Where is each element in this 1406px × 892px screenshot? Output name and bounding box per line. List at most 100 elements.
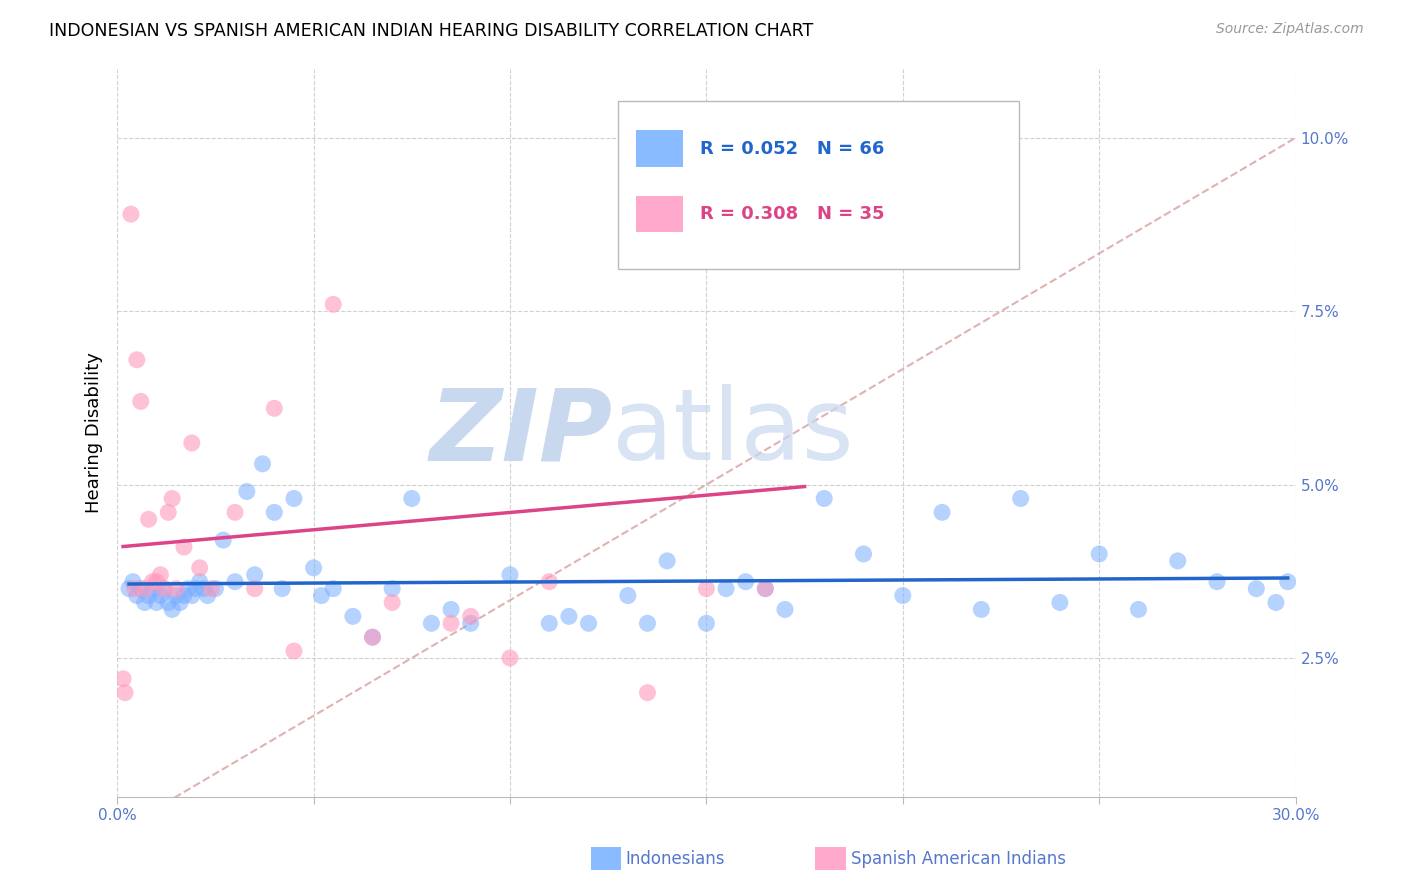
Point <box>165 589 187 603</box>
Point <box>1206 574 1229 589</box>
Point <box>1010 491 1032 506</box>
Text: Source: ZipAtlas.com: Source: ZipAtlas.com <box>1216 22 1364 37</box>
Text: ZIP: ZIP <box>429 384 612 481</box>
Point <box>125 589 148 603</box>
Point <box>695 582 717 596</box>
Point <box>460 616 482 631</box>
Point <box>173 589 195 603</box>
Point <box>165 582 187 596</box>
Point <box>1167 554 1189 568</box>
Point <box>754 582 776 596</box>
Point <box>120 207 142 221</box>
Point <box>440 602 463 616</box>
Point <box>160 491 183 506</box>
Point <box>931 505 953 519</box>
Point <box>177 582 200 596</box>
Point <box>970 602 993 616</box>
Point <box>617 589 640 603</box>
Point <box>153 582 176 596</box>
Point <box>145 595 167 609</box>
Point <box>302 561 325 575</box>
Point <box>271 582 294 596</box>
Point <box>852 547 875 561</box>
Bar <box>636 196 683 232</box>
Point <box>538 574 561 589</box>
Point <box>112 672 135 686</box>
Point <box>361 630 384 644</box>
Point <box>1264 595 1286 609</box>
Point <box>252 457 274 471</box>
Point <box>754 582 776 596</box>
Y-axis label: Hearing Disability: Hearing Disability <box>86 352 103 513</box>
Point <box>637 616 659 631</box>
Point <box>197 589 219 603</box>
Point <box>157 595 180 609</box>
Point <box>169 595 191 609</box>
Point <box>381 595 404 609</box>
Point <box>122 574 145 589</box>
Point <box>381 582 404 596</box>
Point <box>1277 574 1299 589</box>
Point <box>793 172 815 186</box>
Point <box>134 582 156 596</box>
Point <box>138 512 160 526</box>
Point <box>322 582 344 596</box>
Point <box>224 505 246 519</box>
Point <box>637 686 659 700</box>
Point <box>401 491 423 506</box>
Point <box>891 589 914 603</box>
Point <box>499 567 522 582</box>
Point <box>714 200 737 214</box>
Point <box>714 582 737 596</box>
Point <box>1088 547 1111 561</box>
Point <box>180 436 202 450</box>
Point <box>184 582 207 596</box>
Point <box>263 401 285 416</box>
Point <box>283 491 305 506</box>
Text: R = 0.308   N = 35: R = 0.308 N = 35 <box>700 205 884 223</box>
Point <box>141 574 163 589</box>
Point <box>1128 602 1150 616</box>
Point <box>125 352 148 367</box>
Point <box>157 505 180 519</box>
FancyBboxPatch shape <box>619 102 1019 268</box>
Point <box>311 589 333 603</box>
Point <box>243 582 266 596</box>
Point <box>1049 595 1071 609</box>
Point <box>149 589 172 603</box>
Point <box>773 602 796 616</box>
Point <box>342 609 364 624</box>
Point <box>129 394 152 409</box>
Point <box>138 589 160 603</box>
Point <box>188 574 211 589</box>
Point <box>420 616 443 631</box>
Point <box>499 651 522 665</box>
Point <box>118 582 141 596</box>
Point <box>263 505 285 519</box>
Point <box>114 686 136 700</box>
Point <box>460 609 482 624</box>
Point <box>361 630 384 644</box>
Point <box>193 582 215 596</box>
Bar <box>636 130 683 167</box>
Point <box>153 582 176 596</box>
Point <box>813 491 835 506</box>
Point <box>1246 582 1268 596</box>
Point <box>655 554 678 568</box>
Point <box>141 582 163 596</box>
Text: atlas: atlas <box>612 384 853 481</box>
Point <box>558 609 581 624</box>
Point <box>440 616 463 631</box>
Point <box>322 297 344 311</box>
Point <box>204 582 226 596</box>
Point <box>129 582 152 596</box>
Point <box>180 589 202 603</box>
Point <box>134 595 156 609</box>
Point <box>124 582 146 596</box>
Point <box>173 540 195 554</box>
Point <box>212 533 235 547</box>
Text: Spanish American Indians: Spanish American Indians <box>851 850 1066 868</box>
Point <box>578 616 600 631</box>
Point <box>149 567 172 582</box>
Text: R = 0.052   N = 66: R = 0.052 N = 66 <box>700 140 884 158</box>
